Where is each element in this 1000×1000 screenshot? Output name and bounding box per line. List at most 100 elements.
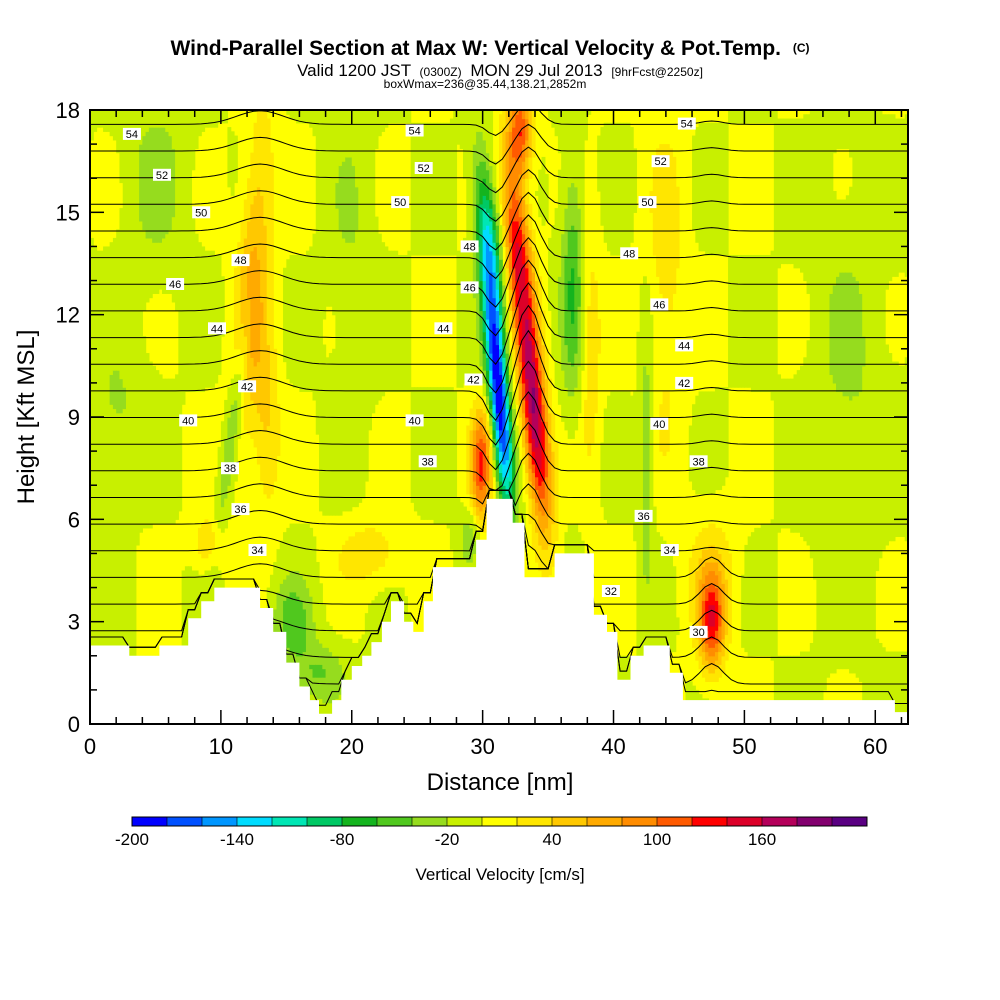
w-cell (472, 429, 477, 448)
w-cell (476, 131, 480, 167)
w-cell (525, 378, 530, 401)
w-cell (247, 297, 251, 393)
w-cell (528, 340, 533, 414)
contour-label-bg (689, 455, 708, 468)
w-cell (620, 122, 624, 256)
w-cell (531, 293, 536, 312)
w-cell (698, 532, 703, 559)
w-cell (499, 451, 503, 465)
w-cell (822, 110, 827, 691)
w-cell (286, 259, 291, 380)
w-cell (319, 583, 323, 644)
w-cell (296, 570, 301, 597)
w-cell (842, 395, 847, 670)
w-cell (197, 242, 202, 393)
w-cell (355, 186, 359, 230)
w-cell (515, 114, 520, 162)
w-cell (404, 254, 408, 393)
w-cell (885, 651, 889, 724)
w-cell (485, 169, 490, 188)
w-cell (456, 250, 461, 388)
w-cell (286, 596, 291, 648)
w-cell (315, 664, 320, 678)
w-cell (430, 387, 435, 520)
w-cell (410, 122, 415, 256)
w-cell (839, 391, 844, 670)
chart-title-mark: (C) (793, 41, 810, 55)
w-cell (767, 254, 772, 393)
w-cell (770, 250, 775, 401)
w-cell (139, 110, 143, 145)
colorbar-swatch (167, 817, 203, 826)
w-cell (499, 242, 503, 260)
w-cell (171, 110, 176, 149)
w-cell (724, 579, 729, 636)
w-cell (194, 233, 199, 393)
w-cell (495, 225, 500, 243)
w-cell (338, 229, 343, 516)
w-cell (188, 110, 193, 393)
contour-label-bg (221, 462, 239, 475)
w-cell (502, 127, 507, 226)
w-cell (348, 242, 353, 512)
w-cell (302, 579, 307, 610)
w-cell (531, 272, 536, 294)
w-cell (518, 173, 523, 196)
w-cell (495, 459, 500, 469)
w-cell (492, 161, 497, 188)
w-cell (518, 195, 523, 218)
w-cell (842, 110, 847, 149)
w-cell (112, 110, 117, 141)
w-cell (469, 515, 474, 529)
w-cell (312, 233, 317, 401)
w-cell (518, 229, 523, 248)
w-cell (299, 574, 304, 601)
w-cell (780, 118, 785, 265)
w-cell (142, 135, 147, 230)
w-cell (286, 647, 291, 670)
w-cell (891, 114, 896, 277)
w-cell (512, 127, 516, 158)
w-cell (708, 570, 713, 584)
w-cell (790, 655, 795, 724)
w-cell (701, 122, 706, 252)
w-cell (456, 110, 461, 145)
w-cell (885, 114, 889, 290)
w-cell (803, 651, 808, 724)
w-cell (489, 425, 494, 435)
w-cell (780, 655, 785, 724)
w-cell (341, 161, 346, 239)
w-cell (502, 463, 507, 478)
w-cell (430, 122, 435, 256)
w-cell (492, 412, 497, 422)
contour-label: 50 (641, 197, 653, 209)
w-cell (505, 353, 510, 367)
w-cell (767, 110, 772, 124)
w-cell (675, 617, 680, 636)
w-cell (515, 199, 520, 222)
w-cell (548, 442, 552, 516)
w-cell (541, 310, 546, 346)
w-cell (489, 272, 494, 354)
w-cell (512, 327, 516, 350)
w-cell (764, 523, 768, 657)
w-cell (499, 314, 503, 333)
w-cell (325, 621, 330, 648)
w-cell (443, 387, 448, 525)
w-cell (305, 587, 310, 691)
w-cell (898, 365, 903, 537)
w-cell (299, 655, 304, 687)
w-cell (832, 191, 837, 286)
colorbar-swatch (622, 817, 658, 826)
w-cell (534, 340, 539, 358)
colorbar-swatch (412, 817, 448, 826)
w-cell (567, 186, 572, 230)
w-cell (492, 429, 497, 439)
w-cell (335, 655, 340, 700)
w-cell (610, 391, 615, 525)
w-cell (875, 110, 880, 572)
w-cell (276, 549, 281, 593)
w-cell (161, 378, 166, 525)
w-cell (839, 272, 844, 393)
y-tick-label: 9 (68, 405, 80, 430)
